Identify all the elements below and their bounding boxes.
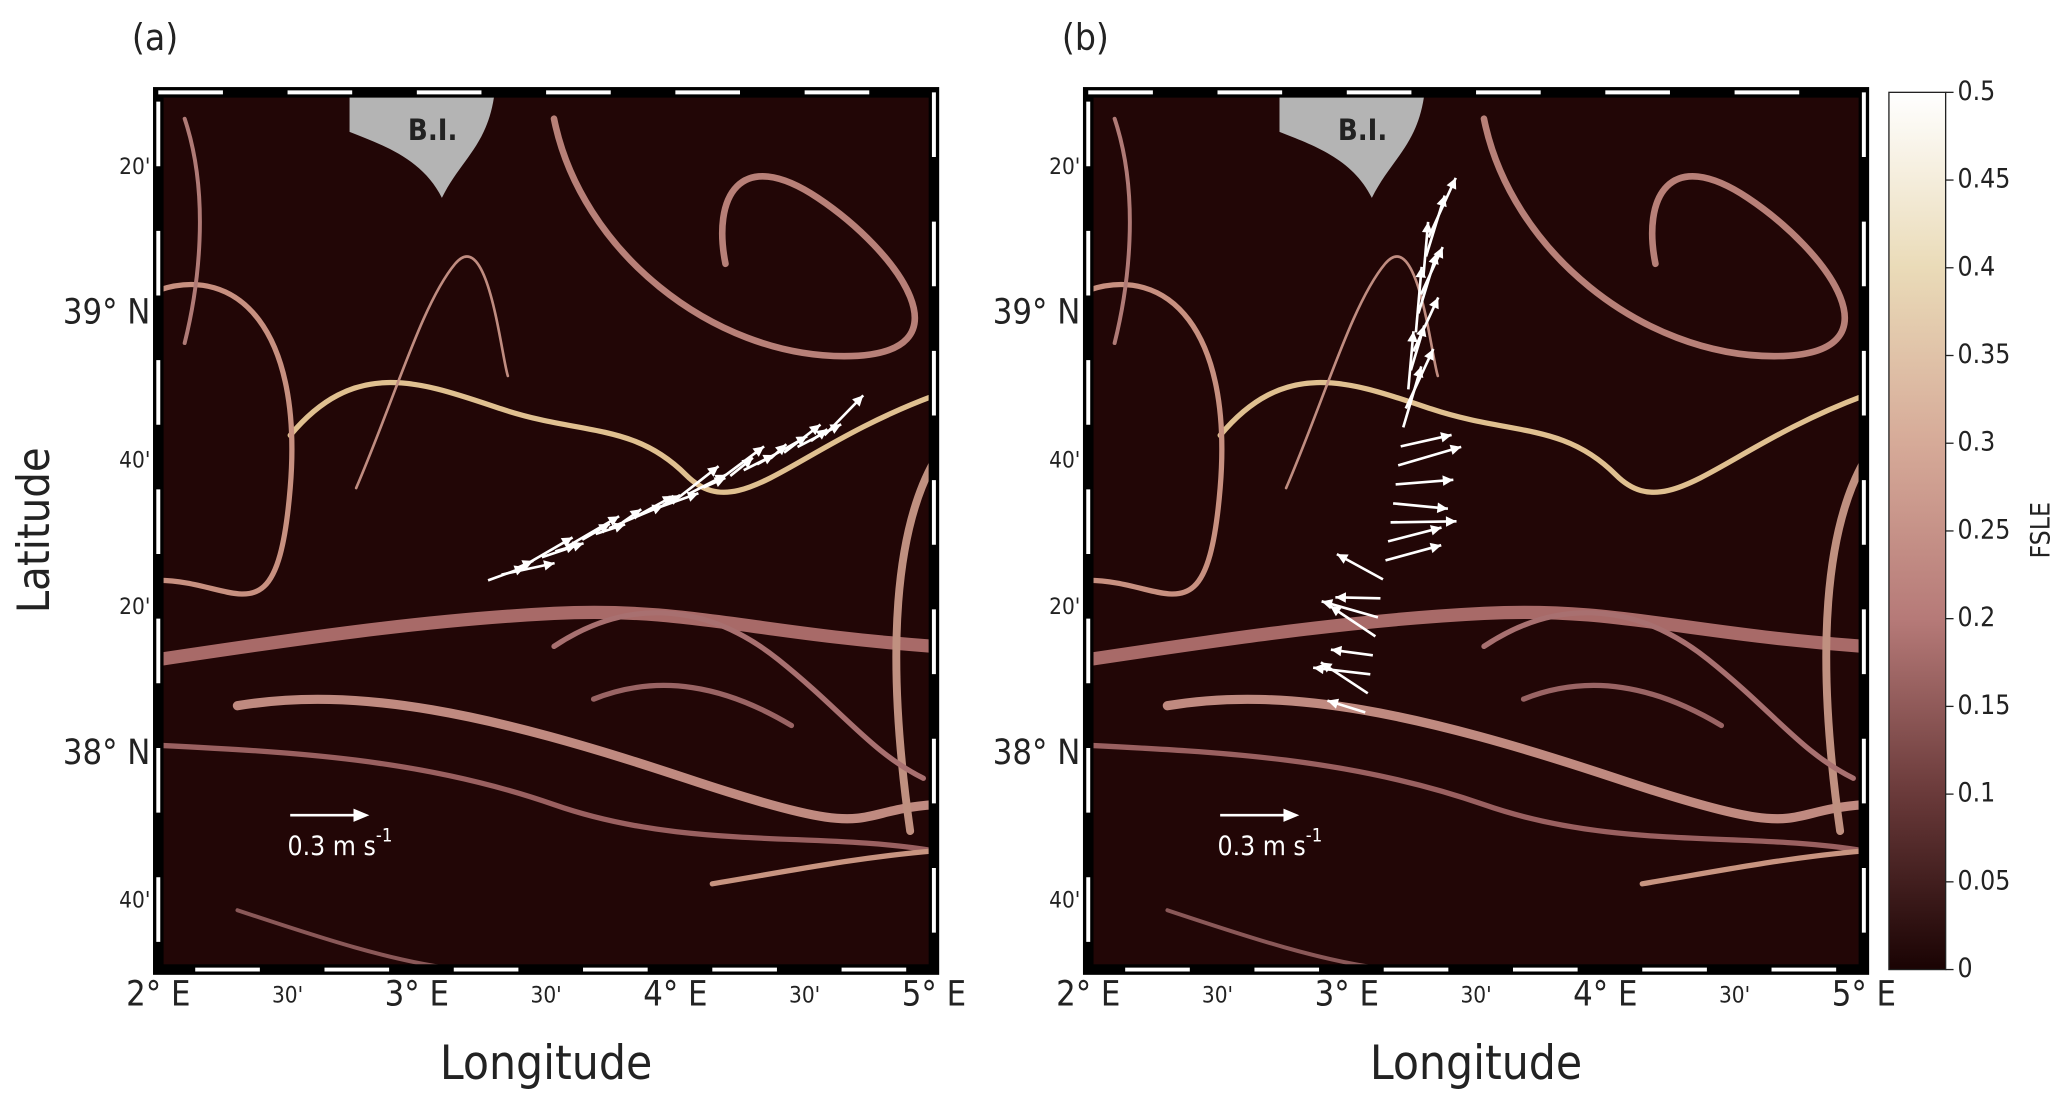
x-tick-label: 30'	[1460, 982, 1491, 1008]
colorbar-tick-label: 0.25	[1958, 515, 2011, 545]
frame-dashes	[1086, 90, 1866, 972]
x-tick-label: 5° E	[902, 974, 966, 1014]
y-tick-label: 20'	[1049, 594, 1080, 620]
y-tick-label: 40'	[1049, 447, 1080, 473]
x-tick-label: 2° E	[126, 974, 190, 1014]
y-tick-label: 39° N	[993, 293, 1081, 333]
velocity-arrow	[1404, 348, 1435, 409]
y-tick-label: 39° N	[63, 293, 151, 333]
velocity-arrow-head	[1321, 599, 1334, 610]
scale-label: 0.3 m s-1	[1218, 825, 1323, 861]
velocity-arrow-head	[1327, 698, 1340, 709]
fsle-map	[158, 92, 934, 969]
panel-a: B.I. 0.3 m s-1	[158, 92, 934, 969]
colorbar-tick-label: 0.2	[1958, 603, 1996, 633]
x-tick-label: 2° E	[1056, 974, 1120, 1014]
velocity-arrow-head	[571, 541, 584, 552]
velocity-arrow-head	[1429, 525, 1442, 536]
panel-b: B.I. 0.3 m s-1	[1088, 92, 1864, 969]
velocity-arrow-head	[1440, 432, 1452, 443]
velocity-arrow-head	[629, 509, 642, 520]
velocity-arrow-head	[1442, 475, 1454, 486]
colorbar-tick-label: 0.1	[1958, 779, 1996, 809]
colorbar-tick-label: 0.45	[1958, 165, 2011, 195]
velocity-arrow-head	[598, 523, 610, 534]
x-tick-label: 3° E	[385, 974, 449, 1014]
velocity-arrow-head	[707, 466, 719, 477]
colorbar-tick-label: 0.35	[1958, 340, 2011, 370]
velocity-arrow-head	[1429, 542, 1442, 554]
velocity-arrow-head	[607, 516, 620, 527]
x-tick-label: 4° E	[1573, 974, 1637, 1014]
velocity-arrow-head	[808, 424, 821, 436]
velocity-arrow-head	[1445, 516, 1457, 527]
velocity-arrow-head	[852, 395, 864, 407]
velocity-arrow-head	[1335, 592, 1347, 603]
velocity-arrow-head	[1313, 663, 1325, 675]
velocity-arrow-head	[1433, 247, 1444, 259]
velocity-arrow-head	[1421, 221, 1433, 233]
velocity-arrow-head	[1446, 177, 1457, 190]
scale-arrow-head	[1283, 808, 1300, 822]
velocity-arrow	[1427, 177, 1457, 238]
colorbar-tick-label: 0.5	[1958, 77, 1996, 107]
y-tick-label: 38° N	[63, 733, 151, 773]
y-tick-label: 40'	[119, 447, 150, 473]
velocity-arrow-head	[565, 542, 577, 554]
x-tick-label: 30'	[789, 982, 820, 1008]
velocity-arrow	[1397, 445, 1462, 467]
land-label: B.I.	[408, 113, 457, 147]
panel-label: (b)	[1062, 16, 1109, 59]
y-axis-label: Latitude	[7, 447, 60, 613]
velocity-arrow-head	[1436, 502, 1448, 513]
colorbar-tick-label: 0.15	[1958, 691, 2011, 721]
velocity-arrow-head	[1429, 297, 1439, 310]
y-tick-label: 20'	[119, 154, 150, 180]
y-tick-label: 20'	[1049, 154, 1080, 180]
velocity-arrow-head	[815, 429, 828, 440]
velocity-arrow-head	[543, 560, 555, 571]
velocity-arrow-head	[713, 477, 726, 487]
x-tick-label: 30'	[531, 982, 562, 1008]
colorbar	[1888, 91, 1947, 971]
velocity-arrow-head	[1424, 348, 1434, 361]
velocity-arrow-head	[1330, 605, 1342, 617]
velocity-arrow-head	[560, 537, 573, 548]
velocity-arrow	[1414, 266, 1423, 333]
y-tick-label: 40'	[1049, 887, 1080, 913]
velocity-arrow-head	[686, 491, 699, 502]
x-tick-label: 30'	[1202, 982, 1233, 1008]
x-tick-label: 30'	[1719, 982, 1750, 1008]
velocity-arrow-head	[1330, 645, 1343, 657]
panel-label: (a)	[132, 16, 178, 59]
velocity-arrow-head	[1336, 554, 1349, 564]
velocity-arrow-head	[1449, 444, 1462, 455]
colorbar-tick-label: 0.05	[1958, 866, 2011, 896]
y-tick-label: 40'	[119, 887, 150, 913]
y-tick-label: 38° N	[993, 733, 1081, 773]
scale-arrow-head	[353, 808, 370, 822]
frame-dashes	[156, 90, 936, 972]
x-tick-label: 3° E	[1315, 974, 1379, 1014]
colorbar-tick-label: 0	[1958, 954, 1973, 984]
colorbar-tick-label: 0.3	[1958, 428, 1996, 458]
fsle-map	[1088, 92, 1864, 969]
x-tick-label: 30'	[272, 982, 303, 1008]
x-axis-label: Longitude	[1370, 1036, 1582, 1091]
y-tick-label: 20'	[119, 594, 150, 620]
velocity-arrow-head	[741, 457, 753, 469]
land-label: B.I.	[1338, 113, 1387, 147]
x-tick-label: 5° E	[1832, 974, 1896, 1014]
velocity-arrow-head	[752, 446, 765, 457]
scale-label: 0.3 m s-1	[288, 825, 393, 861]
colorbar-label: FSLE	[2026, 502, 2056, 558]
colorbar-tick-label: 0.4	[1958, 252, 1996, 282]
velocity-arrow	[1424, 195, 1446, 257]
velocity-arrow-head	[1407, 331, 1418, 343]
velocity-arrow-head	[775, 444, 787, 456]
velocity-arrow	[1390, 520, 1457, 524]
x-axis-label: Longitude	[440, 1036, 652, 1091]
x-tick-label: 4° E	[643, 974, 707, 1014]
